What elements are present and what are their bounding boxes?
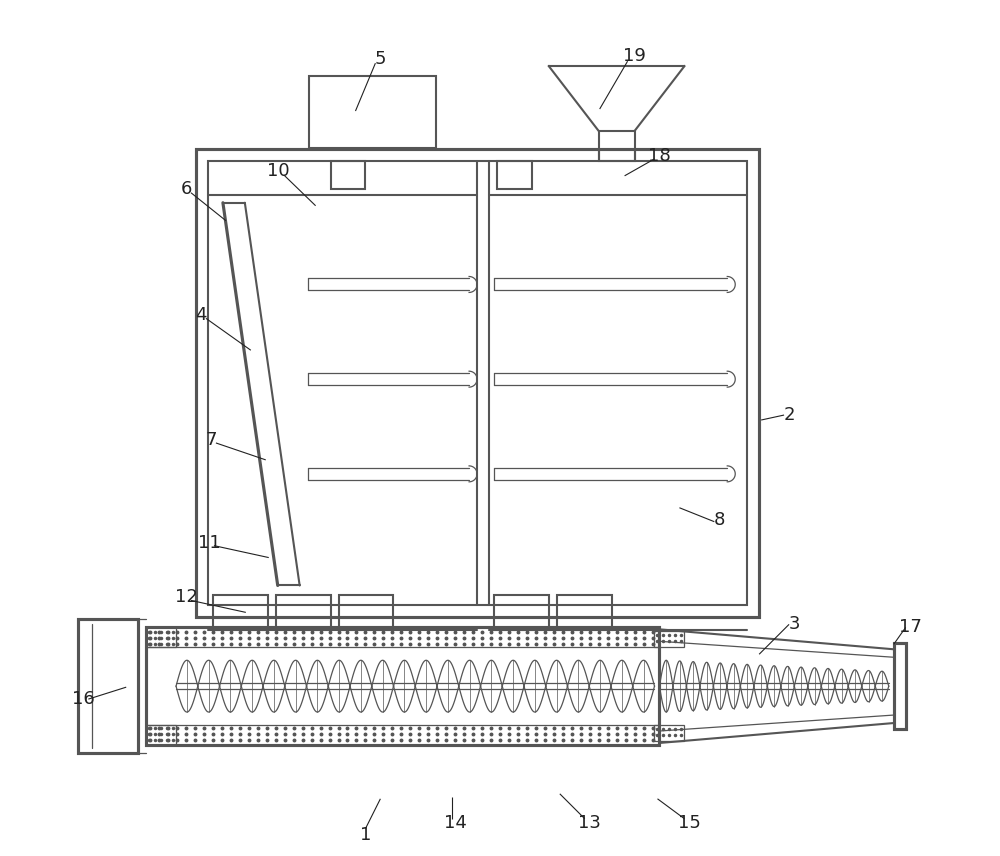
Bar	[78, 620, 138, 753]
Bar	[557, 596, 612, 630]
Text: 18: 18	[648, 147, 671, 165]
Bar	[146, 725, 176, 745]
Bar	[654, 632, 684, 647]
Text: 16: 16	[72, 690, 95, 708]
Bar	[146, 627, 659, 745]
Text: 15: 15	[678, 814, 701, 832]
Text: 12: 12	[175, 588, 197, 606]
Bar	[331, 161, 365, 189]
Text: 1: 1	[360, 826, 371, 844]
Text: 10: 10	[267, 162, 290, 180]
Text: 8: 8	[714, 511, 725, 529]
Bar	[497, 161, 532, 189]
Text: 14: 14	[444, 814, 467, 832]
Text: 17: 17	[899, 618, 922, 636]
Bar	[894, 644, 906, 729]
Bar	[654, 725, 684, 741]
Text: 13: 13	[578, 814, 601, 832]
Text: 7: 7	[205, 431, 217, 449]
Bar	[146, 627, 176, 647]
Text: 3: 3	[788, 615, 800, 633]
Bar	[208, 161, 747, 605]
Text: 19: 19	[623, 47, 646, 65]
Bar	[494, 596, 549, 630]
Text: 6: 6	[180, 180, 192, 198]
Bar	[309, 76, 436, 148]
Bar	[196, 149, 759, 617]
Bar	[213, 596, 268, 630]
Text: 11: 11	[198, 533, 220, 551]
Bar	[339, 596, 393, 630]
Text: 4: 4	[195, 306, 207, 324]
Bar	[276, 596, 331, 630]
Bar	[599, 131, 635, 161]
Text: 5: 5	[375, 51, 386, 68]
Text: 2: 2	[783, 406, 795, 424]
